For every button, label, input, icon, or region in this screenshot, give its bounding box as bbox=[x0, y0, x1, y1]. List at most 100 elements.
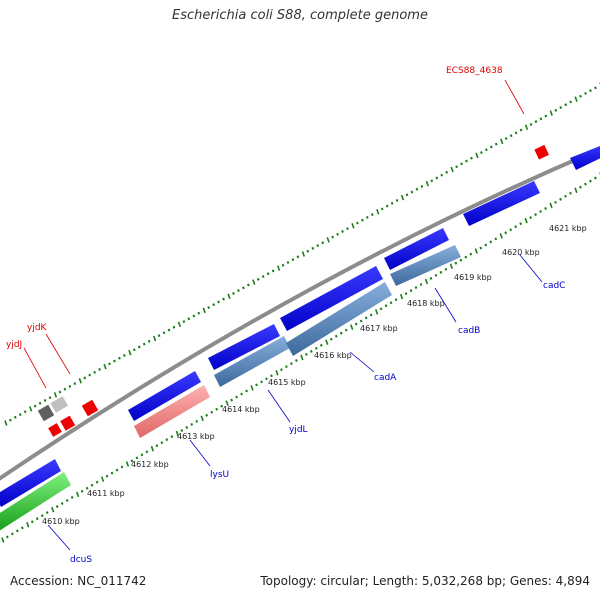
tick-label: 4619 kbp bbox=[454, 273, 492, 282]
tick-label: 4621 kbp bbox=[549, 224, 587, 233]
major-tick bbox=[350, 324, 354, 330]
minor-tick bbox=[415, 187, 419, 191]
major-tick bbox=[103, 363, 107, 370]
minor-tick bbox=[544, 114, 548, 118]
major-tick bbox=[574, 187, 578, 193]
minor-tick bbox=[140, 453, 144, 457]
minor-tick bbox=[90, 483, 94, 487]
minor-tick bbox=[389, 301, 393, 305]
forward-strand-genes bbox=[0, 146, 600, 507]
minor-tick bbox=[157, 334, 161, 338]
minor-tick bbox=[160, 441, 164, 445]
minor-tick bbox=[455, 165, 458, 169]
gene-label-yjdJ: yjdJ bbox=[6, 340, 22, 350]
major-tick bbox=[1, 537, 5, 543]
minor-tick bbox=[316, 244, 320, 247]
inner-tick-row bbox=[1, 172, 600, 543]
minor-tick bbox=[336, 232, 339, 236]
gene-label-cadB: cadB bbox=[458, 326, 480, 336]
minor-tick bbox=[594, 176, 597, 180]
leader-dcuS bbox=[47, 524, 71, 551]
genome-stats-text: Topology: circular; Length: 5,032,268 bp… bbox=[260, 574, 590, 588]
major-tick bbox=[524, 217, 528, 224]
minor-tick bbox=[145, 450, 149, 454]
tick-label: 4618 kbp bbox=[407, 299, 445, 308]
minor-tick bbox=[137, 345, 141, 349]
minor-tick bbox=[197, 311, 201, 315]
major-tick bbox=[376, 208, 380, 215]
minor-tick bbox=[445, 170, 449, 174]
minor-tick bbox=[18, 413, 22, 416]
minor-tick bbox=[217, 300, 220, 304]
minor-tick bbox=[405, 193, 409, 197]
minor-tick bbox=[23, 410, 27, 414]
major-tick bbox=[500, 138, 504, 145]
minor-tick bbox=[60, 502, 64, 505]
major-tick bbox=[4, 420, 8, 426]
minor-tick bbox=[311, 246, 315, 250]
minor-tick bbox=[212, 303, 215, 307]
major-tick bbox=[424, 278, 429, 285]
minor-tick bbox=[385, 204, 389, 208]
minor-tick bbox=[384, 304, 388, 308]
tick-label: 4616 kbp bbox=[314, 351, 352, 360]
minor-tick bbox=[544, 207, 547, 210]
major-tick bbox=[549, 202, 553, 209]
minor-tick bbox=[380, 207, 384, 211]
minor-tick bbox=[113, 359, 116, 363]
major-tick bbox=[152, 335, 157, 342]
minor-tick bbox=[195, 419, 199, 423]
minor-tick bbox=[110, 471, 114, 475]
minor-tick bbox=[356, 221, 359, 225]
major-tick bbox=[150, 445, 155, 452]
major-tick bbox=[78, 377, 82, 384]
minor-tick bbox=[321, 241, 325, 245]
minor-tick bbox=[295, 359, 298, 362]
minor-tick bbox=[35, 517, 39, 521]
minor-tick bbox=[584, 182, 587, 186]
minor-tick bbox=[344, 328, 348, 332]
major-tick bbox=[276, 265, 281, 271]
minor-tick bbox=[190, 422, 194, 426]
minor-tick bbox=[554, 200, 557, 204]
major-tick bbox=[29, 406, 33, 412]
major-tick bbox=[400, 194, 405, 201]
minor-tick bbox=[584, 92, 587, 95]
minor-tick bbox=[30, 520, 34, 524]
minor-tick bbox=[210, 410, 214, 414]
major-tick bbox=[227, 293, 231, 300]
leader-cadA bbox=[349, 351, 375, 373]
major-tick bbox=[26, 522, 30, 528]
minor-tick bbox=[504, 137, 508, 140]
minor-tick bbox=[142, 342, 146, 346]
minor-tick bbox=[534, 213, 537, 216]
major-tick bbox=[202, 307, 206, 314]
major-tick bbox=[301, 251, 306, 257]
feature-yjdK-red bbox=[60, 415, 76, 431]
minor-tick bbox=[429, 276, 433, 280]
minor-tick bbox=[155, 444, 159, 448]
minor-tick bbox=[460, 162, 463, 166]
minor-tick bbox=[439, 270, 443, 274]
minor-tick bbox=[479, 246, 483, 250]
minor-tick bbox=[331, 235, 334, 239]
map-title: Escherichia coli S88, complete genome bbox=[172, 8, 428, 23]
leader-yjdK bbox=[45, 333, 71, 375]
minor-tick bbox=[285, 365, 288, 369]
minor-tick bbox=[11, 532, 14, 536]
minor-tick bbox=[369, 313, 373, 317]
minor-tick bbox=[291, 258, 295, 262]
minor-tick bbox=[58, 390, 62, 394]
minor-tick bbox=[529, 123, 533, 126]
minor-tick bbox=[43, 399, 47, 402]
minor-tick bbox=[465, 159, 468, 163]
reverse-strand-genes bbox=[0, 245, 461, 531]
minor-tick bbox=[270, 374, 273, 378]
major-tick bbox=[75, 491, 80, 498]
minor-tick bbox=[404, 292, 408, 296]
major-tick bbox=[574, 96, 578, 102]
minor-tick bbox=[569, 100, 572, 104]
minor-tick bbox=[271, 269, 275, 273]
minor-tick bbox=[329, 337, 333, 341]
